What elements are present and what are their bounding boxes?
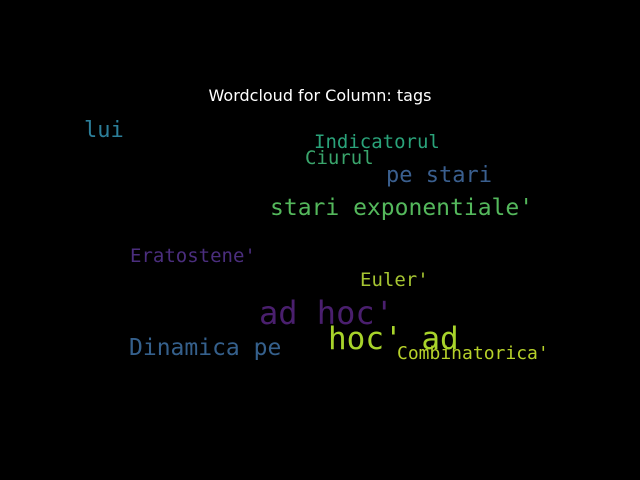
word-10: Combinatorica' bbox=[397, 343, 549, 364]
word-2: Ciurul bbox=[305, 147, 374, 169]
word-7: ad hoc' bbox=[259, 294, 394, 332]
word-5: Eratostene' bbox=[130, 245, 256, 267]
word-0: lui bbox=[84, 118, 124, 143]
word-8: hoc' ad bbox=[328, 321, 459, 357]
word-3: pe stari bbox=[386, 163, 492, 188]
word-6: Euler' bbox=[360, 269, 429, 291]
word-1: Indicatorul bbox=[314, 131, 440, 153]
chart-title: Wordcloud for Column: tags bbox=[208, 86, 432, 105]
word-9: Dinamica pe bbox=[129, 335, 281, 361]
word-4: stari exponentiale' bbox=[270, 195, 533, 221]
